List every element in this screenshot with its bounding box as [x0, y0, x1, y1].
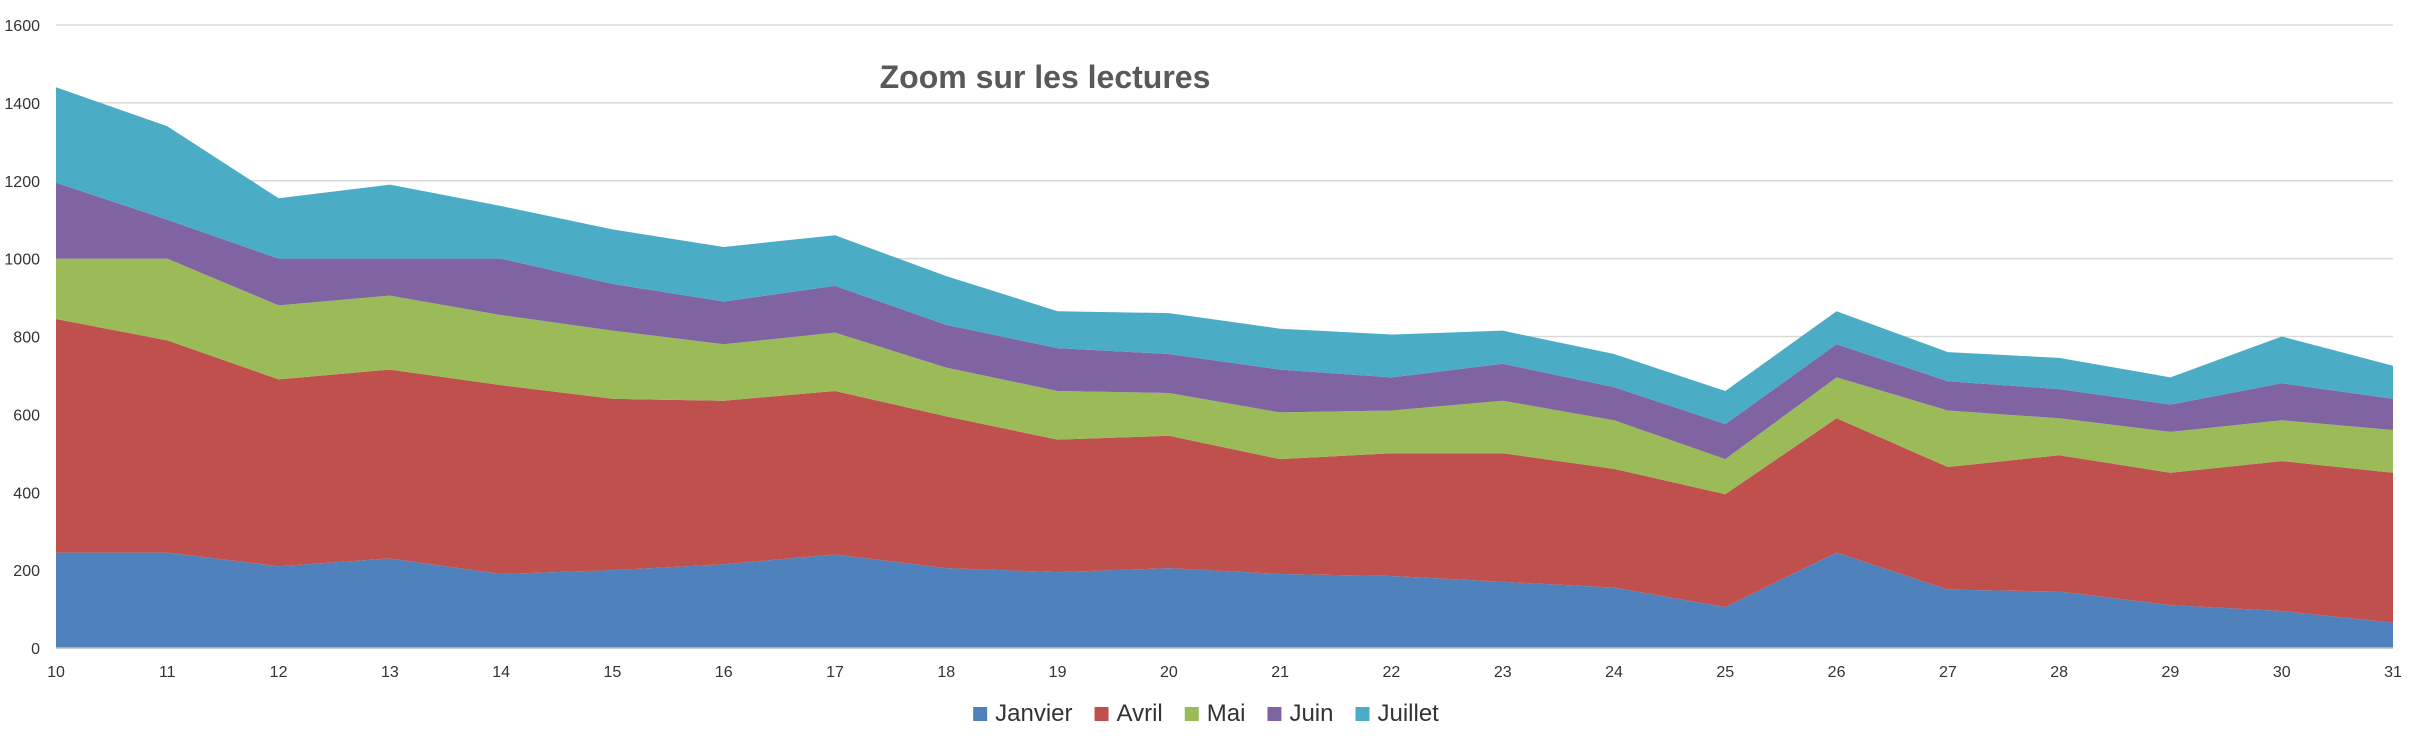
x-tick-label: 11 [159, 664, 176, 681]
x-tick-label: 17 [826, 664, 844, 681]
area-series-mai [56, 258, 2393, 495]
x-tick-label: 21 [1271, 664, 1289, 681]
y-tick-label: 400 [13, 485, 40, 502]
y-tick-label: 200 [13, 563, 40, 580]
legend-label-janvier: Janvier [995, 700, 1072, 727]
y-tick-label: 1400 [4, 96, 40, 113]
y-tick-label: 0 [31, 641, 40, 658]
x-tick-label: 14 [492, 664, 510, 681]
x-tick-label: 27 [1939, 664, 1957, 681]
legend-label-avril: Avril [1117, 700, 1163, 727]
y-tick-label: 1600 [4, 18, 40, 35]
chart-title: Zoom sur les lectures [880, 59, 1211, 95]
y-tick-label: 800 [13, 330, 40, 347]
legend-label-mai: Mai [1207, 700, 1246, 727]
legend-swatch-avril [1094, 707, 1109, 721]
area-series-juillet [56, 87, 2393, 425]
x-tick-label: 15 [604, 664, 622, 681]
x-tick-label: 24 [1605, 664, 1623, 681]
x-tick-label: 25 [1716, 664, 1734, 681]
x-tick-label: 16 [715, 664, 733, 681]
legend-label-juillet: Juillet [1377, 700, 1439, 727]
x-tick-label: 10 [47, 664, 65, 681]
legend-swatch-juillet [1355, 707, 1370, 721]
x-tick-label: 19 [1049, 664, 1067, 681]
y-tick-label: 600 [13, 407, 40, 424]
legend-label-juin: Juin [1289, 700, 1333, 727]
x-tick-label: 20 [1160, 664, 1178, 681]
area-series-janvier [56, 552, 2393, 648]
legend-swatch-mai [1184, 707, 1199, 721]
x-tick-label: 30 [2273, 664, 2291, 681]
x-tick-label: 23 [1494, 664, 1512, 681]
x-tick-label: 18 [937, 664, 955, 681]
x-tick-label: 13 [381, 664, 399, 681]
x-tick-label: 28 [2050, 664, 2068, 681]
y-tick-label: 1000 [4, 252, 40, 269]
x-tick-label: 29 [2162, 664, 2180, 681]
areas [56, 87, 2393, 648]
y-tick-label: 1200 [4, 174, 40, 191]
legend-swatch-janvier [973, 707, 988, 721]
area-series-juin [56, 182, 2393, 460]
legend: Janvier Avril Mai Juin Juillet [973, 700, 1439, 727]
x-tick-label: 12 [270, 664, 288, 681]
axes: 0 200 400 600 800 1000 1200 1400 1600 10 11 12 13 14 1… [4, 18, 2402, 681]
x-tick-label: 22 [1383, 664, 1401, 681]
legend-swatch-juin [1267, 707, 1282, 721]
x-tick-label: 31 [2384, 664, 2402, 681]
area-series-avril [56, 318, 2393, 623]
x-tick-label: 26 [1828, 664, 1846, 681]
